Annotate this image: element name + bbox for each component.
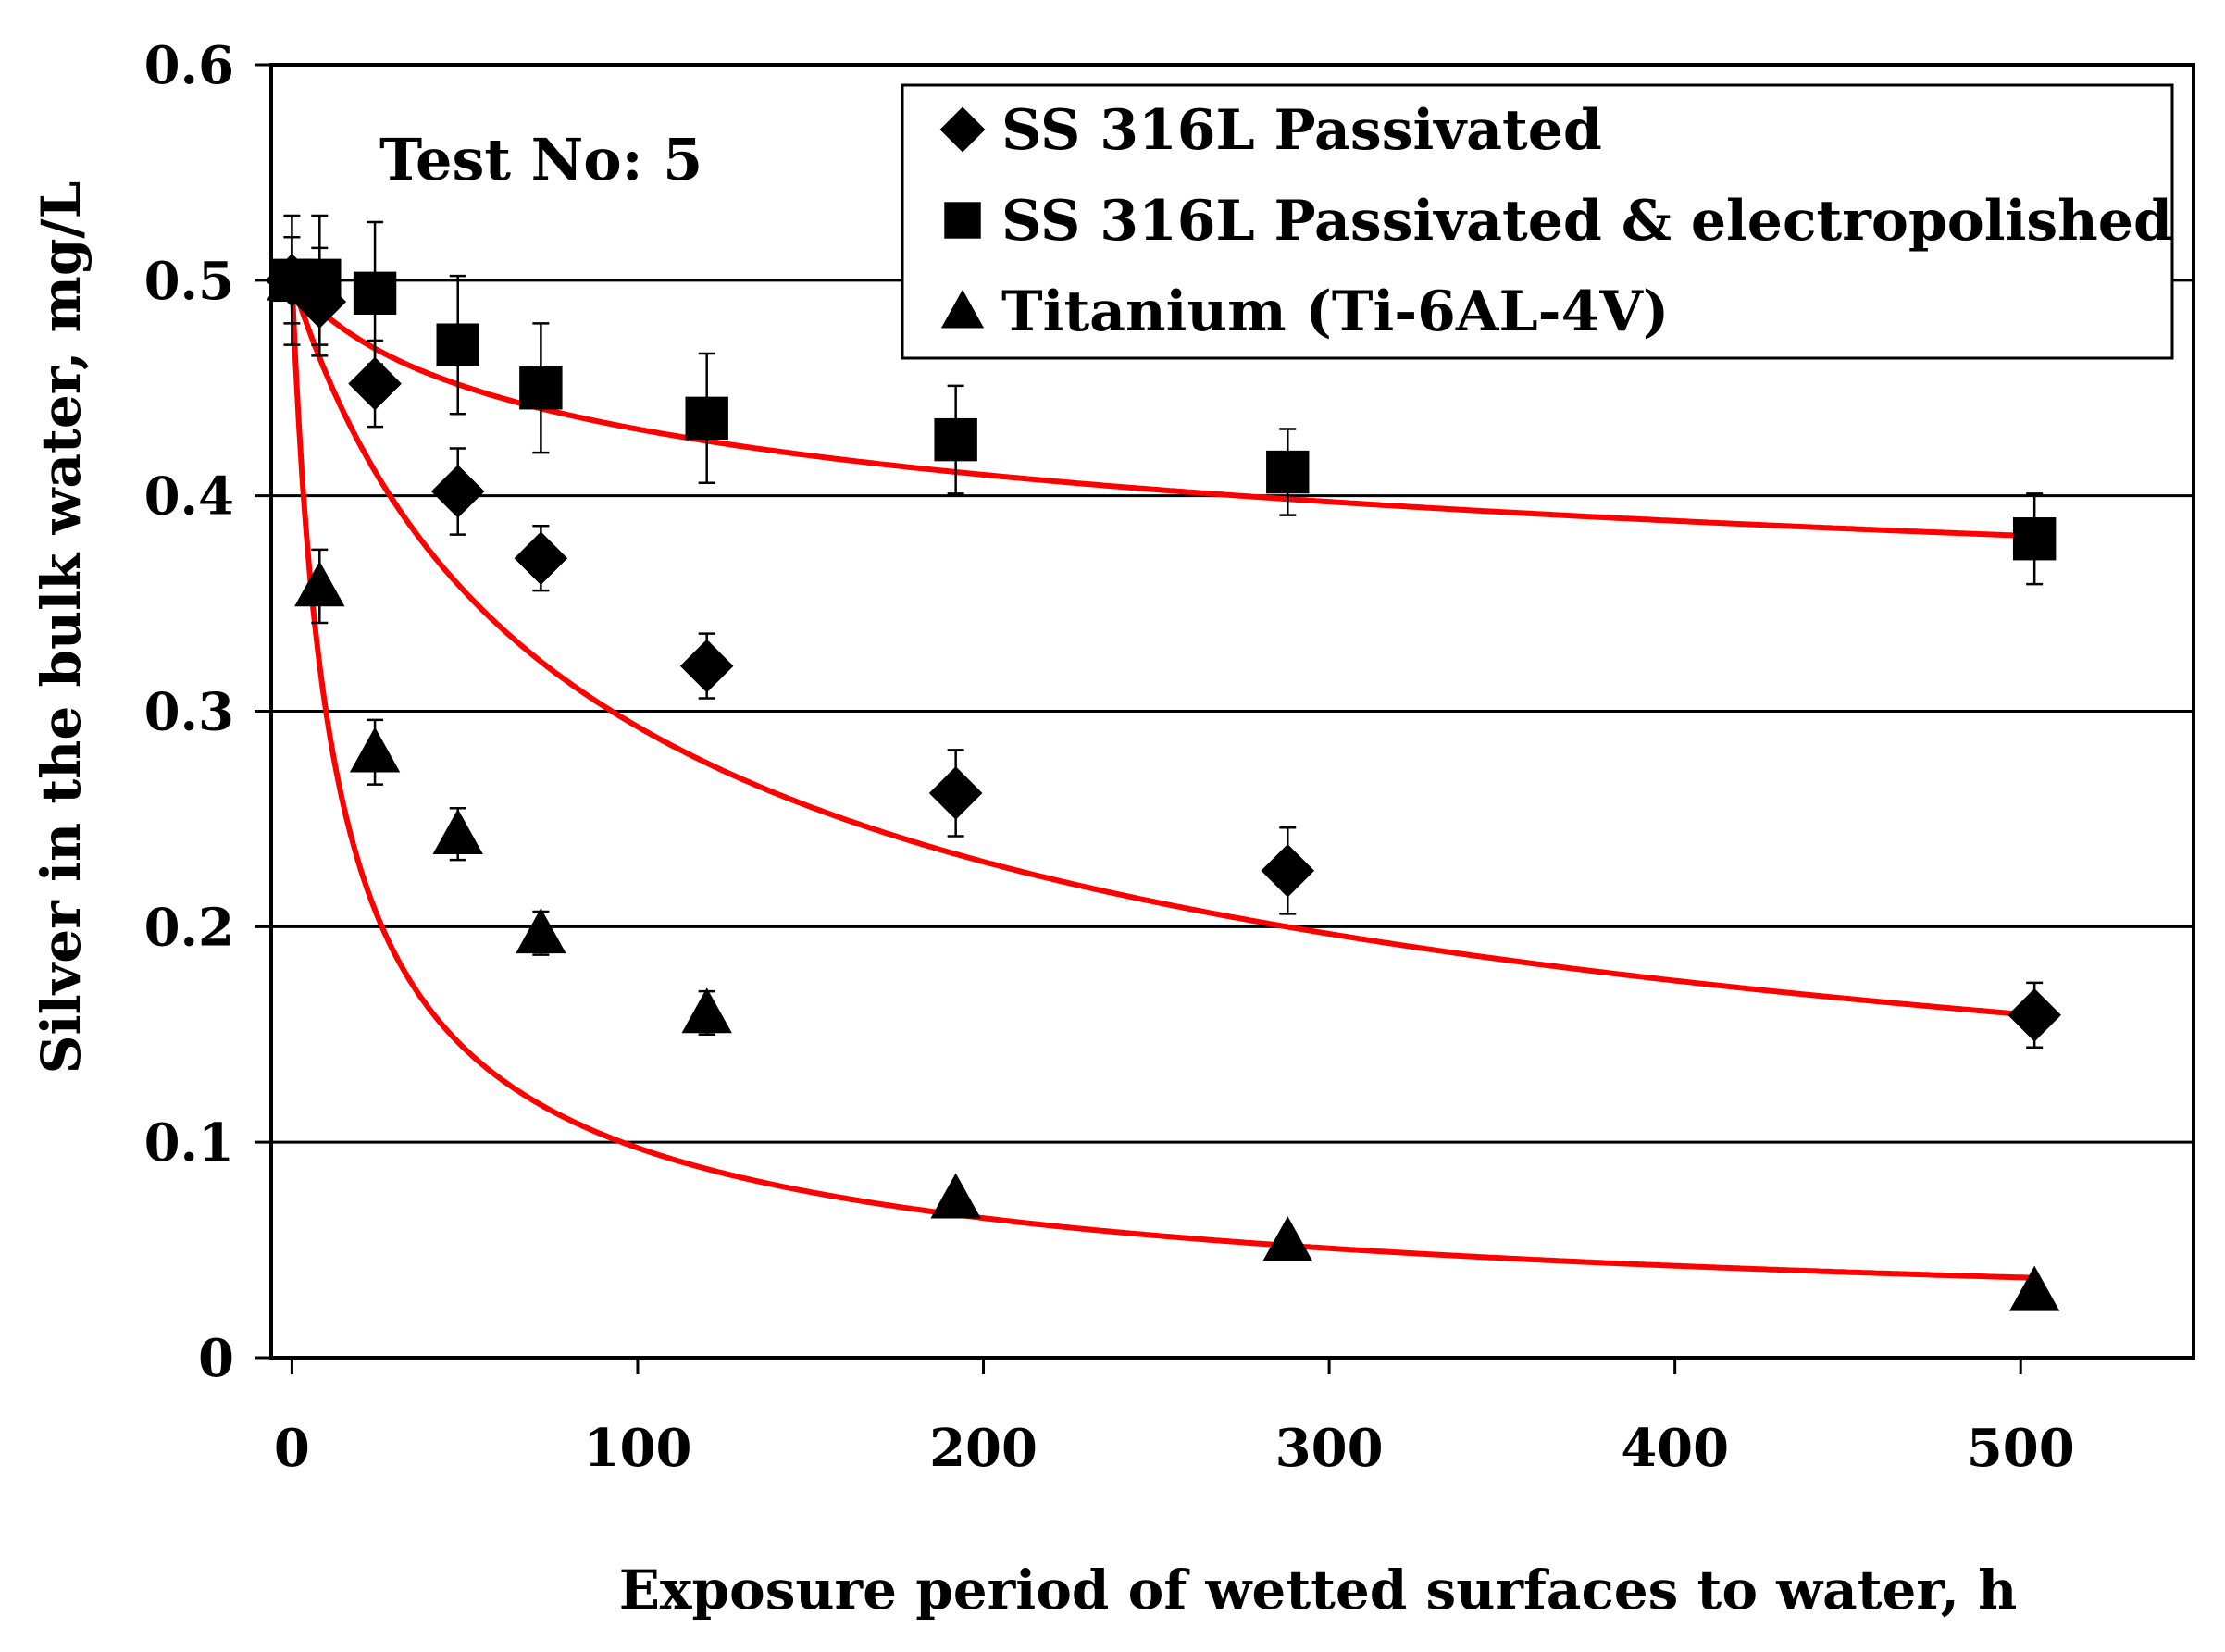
square-marker [2012,517,2057,561]
legend-label: SS 316L Passivated [1001,98,1602,163]
data-markers [265,254,2061,1311]
square-marker [353,271,397,316]
square-marker [436,323,479,366]
triangle-marker [516,908,566,954]
legend-diamond-marker [939,106,986,153]
legend-label: SS 316L Passivated & electropolished [1001,189,2172,254]
legend-label: Titanium (Ti-6AL-4V) [1001,279,1669,344]
diamond-marker [1261,843,1315,898]
triangle-marker [1262,1216,1313,1262]
triangle-marker [2008,1265,2060,1311]
square-marker [685,396,728,441]
test-number-annotation: Test No: 5 [379,126,702,193]
fit-curve [289,279,2035,1281]
x-tick-label: 500 [1967,1418,2075,1479]
diamond-marker [514,531,568,585]
legend-box [901,83,2174,360]
diamond-marker [348,356,402,411]
y-tick-label: 0.3 [144,682,234,743]
square-marker [519,366,563,410]
triangle-marker [267,255,317,301]
legend: SS 316L Passivated SS 316L Passivated & e… [901,83,2174,360]
y-tick-label: 0.6 [144,35,234,96]
legend-triangle-marker [940,289,985,329]
triangle-marker [930,1173,981,1219]
axis-ticks: 0 0.1 0.2 0.3 0.4 0.5 0.6 0 100 200 300 400 500 [144,35,2075,1479]
x-tick-label: 400 [1621,1418,1729,1479]
y-tick-label: 0.2 [144,897,234,958]
x-tick-label: 200 [929,1418,1038,1479]
diamond-marker [430,465,485,518]
square-marker [1266,450,1310,494]
y-tick-label: 0 [198,1328,234,1389]
diamond-marker [928,766,983,820]
x-axis-title: Exposure period of wetted surfaces to wa… [619,1559,2018,1621]
x-tick-label: 0 [274,1418,310,1479]
fit-curves [289,278,2035,1281]
x-tick-label: 100 [584,1418,692,1479]
triangle-marker [294,561,345,607]
fit-curve [290,278,2035,540]
y-tick-label: 0.5 [144,251,234,312]
diamond-marker [679,639,734,693]
triangle-marker [681,987,732,1034]
triangle-marker [432,809,483,854]
legend-square-marker [944,202,981,239]
square-marker [934,417,977,462]
diamond-marker [2007,987,2061,1042]
fit-curve [289,279,2035,1019]
y-tick-label: 0.4 [144,466,234,528]
triangle-marker [349,727,401,773]
y-axis-title: Silver in the bulk water, mg/L [30,181,93,1074]
x-tick-label: 300 [1275,1418,1384,1479]
y-tick-label: 0.1 [144,1112,234,1174]
